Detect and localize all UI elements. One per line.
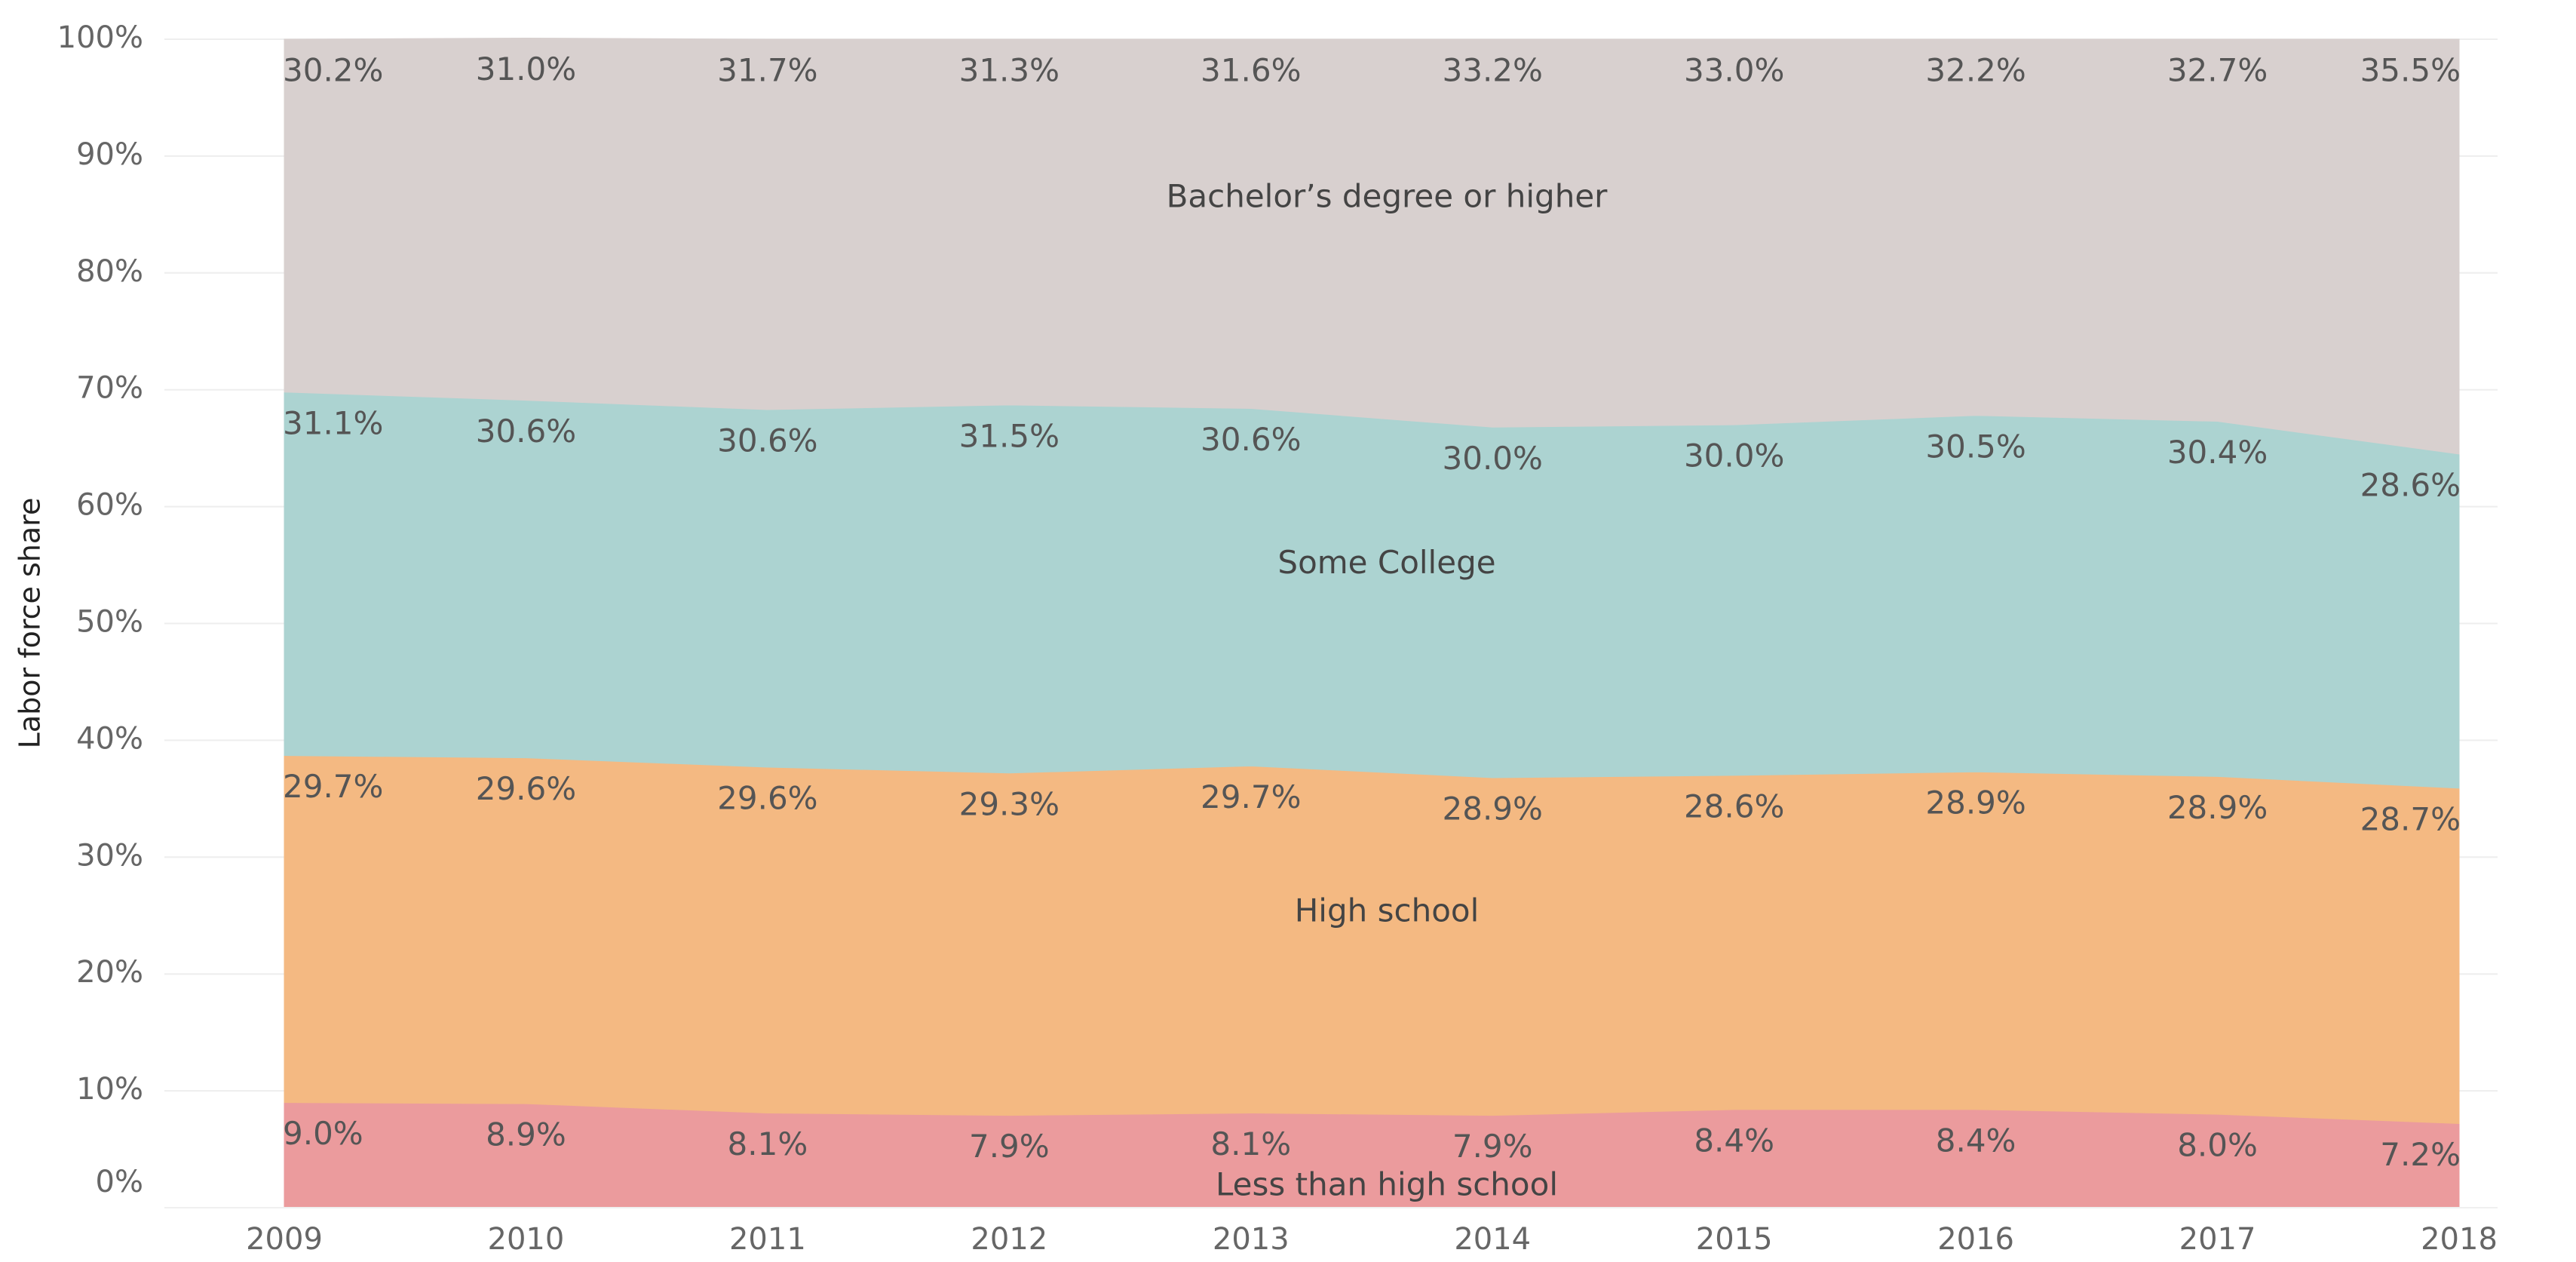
value-label: 8.4% (1936, 1122, 2016, 1159)
x-tick-label: 2014 (1454, 1222, 1531, 1257)
value-label: 8.0% (2177, 1127, 2258, 1164)
x-tick-label: 2010 (488, 1222, 565, 1257)
value-label: 28.9% (1443, 790, 1543, 827)
value-label: 8.9% (486, 1116, 566, 1153)
value-label: 30.5% (1925, 428, 2026, 465)
y-tick-label: 10% (76, 1072, 143, 1107)
value-label: 29.3% (959, 785, 1060, 822)
x-tick-label: 2009 (246, 1222, 323, 1257)
y-tick-label: 100% (57, 20, 143, 55)
y-tick-label: 70% (76, 371, 143, 406)
x-tick-label: 2013 (1213, 1222, 1290, 1257)
value-label: 31.5% (959, 417, 1060, 454)
x-tick-label: 2017 (2179, 1222, 2256, 1257)
value-label: 30.0% (1443, 440, 1543, 477)
y-tick-label: 0% (96, 1165, 143, 1199)
value-label: 30.6% (476, 413, 576, 450)
y-tick-label: 50% (76, 605, 143, 640)
area (284, 755, 2460, 1124)
value-label: 8.1% (1210, 1125, 1291, 1162)
value-label: 28.9% (1925, 785, 2026, 821)
x-tick-label: 2015 (1696, 1222, 1773, 1257)
value-label: 7.2% (2380, 1136, 2461, 1173)
value-label: 31.1% (283, 404, 383, 441)
x-tick-label: 2012 (971, 1222, 1047, 1257)
value-label: 30.2% (283, 52, 383, 89)
x-tick-label: 2011 (729, 1222, 806, 1257)
value-label: 7.9% (1452, 1128, 1533, 1165)
y-tick-label: 90% (76, 137, 143, 172)
value-label: 30.0% (1684, 438, 1784, 474)
value-label: 31.0% (476, 51, 576, 88)
value-label: 32.7% (2167, 52, 2268, 89)
series-label: High school (1295, 892, 1480, 929)
y-tick-label: 40% (76, 721, 143, 756)
value-label: 28.6% (2360, 466, 2461, 503)
value-label: 30.4% (2167, 434, 2268, 471)
value-label: 29.7% (1201, 778, 1301, 815)
value-label: 35.5% (2360, 52, 2461, 89)
series-label: Bachelor’s degree or higher (1167, 177, 1608, 214)
value-label: 28.6% (1684, 788, 1784, 824)
area (284, 37, 2460, 455)
value-label: 29.7% (283, 768, 383, 805)
value-label: 32.2% (1925, 52, 2026, 89)
y-axis-title: Labor force share (14, 498, 47, 749)
value-label: 31.7% (717, 52, 817, 89)
y-tick-label: 30% (76, 838, 143, 873)
series-label: Less than high school (1216, 1166, 1558, 1203)
value-label: 30.6% (717, 422, 817, 459)
value-label: 28.9% (2167, 789, 2268, 826)
value-label: 8.4% (1694, 1122, 1774, 1159)
value-label: 31.3% (959, 52, 1060, 89)
value-label: 9.0% (283, 1115, 363, 1152)
value-label: 31.6% (1201, 52, 1301, 89)
x-tick-label: 2016 (1937, 1222, 2014, 1257)
series-label: Some College (1277, 544, 1495, 581)
value-label: 33.2% (1443, 52, 1543, 89)
value-label: 28.7% (2360, 800, 2461, 837)
value-label: 29.6% (717, 780, 817, 817)
area (284, 391, 2460, 789)
value-label: 33.0% (1684, 52, 1784, 89)
value-label: 7.9% (969, 1128, 1050, 1165)
value-label: 8.1% (728, 1125, 808, 1162)
x-tick-label: 2018 (2421, 1222, 2498, 1257)
y-tick-label: 80% (76, 254, 143, 289)
value-label: 29.6% (476, 770, 576, 807)
value-label: 30.6% (1201, 421, 1301, 458)
y-tick-label: 60% (76, 488, 143, 523)
y-tick-label: 20% (76, 955, 143, 990)
